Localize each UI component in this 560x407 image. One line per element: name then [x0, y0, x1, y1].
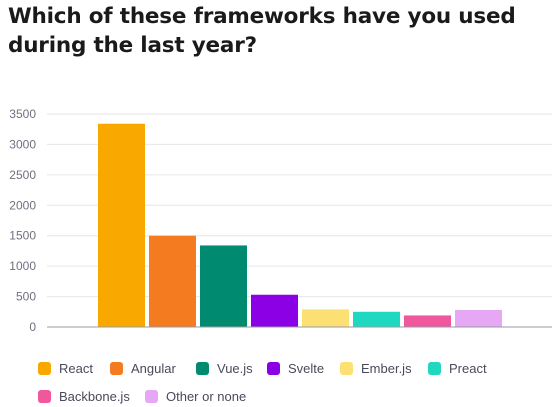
y-tick-label: 3500 [9, 107, 36, 121]
legend-label: Svelte [288, 360, 325, 376]
y-axis-ticks: 0 500 1000 1500 2000 2500 3000 3500 [9, 107, 36, 334]
legend-swatch [110, 361, 123, 375]
y-tick-label: 3000 [9, 137, 36, 151]
bar-ember-js [302, 309, 349, 327]
bar-backbone-js [404, 315, 451, 327]
y-tick-label: 500 [16, 290, 36, 304]
legend-item: Preact [428, 358, 487, 378]
y-tick-label: 1500 [9, 229, 36, 243]
legend-item: Vue.js [196, 358, 253, 378]
legend-swatch [267, 361, 280, 375]
legend-label: Vue.js [217, 360, 253, 376]
legend-label: Ember.js [361, 360, 412, 376]
legend-swatch [38, 361, 51, 375]
y-tick-label: 2500 [9, 168, 36, 182]
legend-item: Angular [110, 358, 176, 378]
legend-swatch [38, 389, 51, 403]
legend-label: Backbone.js [59, 388, 130, 404]
legend-label: Other or none [166, 388, 247, 404]
bar-other-or-none [455, 309, 502, 327]
bar-svelte [251, 294, 298, 327]
bars [98, 123, 502, 327]
y-tick-label: 2000 [9, 198, 36, 212]
bar-react [98, 123, 145, 327]
legend-swatch [196, 361, 209, 375]
legend-item: Other or none [145, 386, 246, 406]
legend-item: Ember.js [340, 358, 412, 378]
legend-label: Angular [131, 360, 176, 376]
legend-swatch [145, 389, 158, 403]
legend-swatch [340, 361, 353, 375]
y-tick-label: 1000 [9, 259, 36, 273]
chart-title: Which of these frameworks have you used … [8, 4, 516, 58]
bar-preact [353, 311, 400, 327]
legend-item: Svelte [267, 358, 324, 378]
legend-item: Backbone.js [38, 386, 130, 406]
y-tick-label: 0 [29, 320, 36, 334]
legend-swatch [428, 361, 441, 375]
legend-label: React [59, 360, 93, 376]
bar-vue-js [200, 245, 247, 327]
legend-item: React [38, 358, 93, 378]
legend-label: Preact [449, 360, 487, 376]
bar-angular [149, 235, 196, 327]
